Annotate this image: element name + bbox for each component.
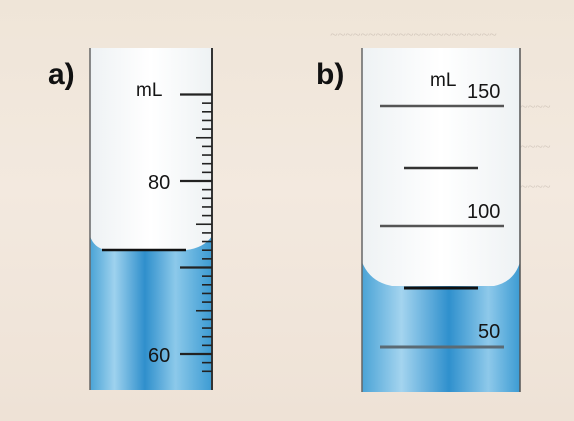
- cylinder-a-liquid: [90, 236, 212, 390]
- cylinder-b-tick-label-100: 100: [467, 201, 500, 223]
- cylinder-b: mL 150 100 50: [361, 48, 521, 392]
- cylinder-b-tick-label-150: 150: [467, 81, 500, 103]
- cylinder-b-unit-label: mL: [430, 70, 456, 91]
- background-text-line: ~~~~~~~~~~~~~~~~~~~~~~: [330, 28, 497, 43]
- panel-a-label: a): [48, 58, 75, 91]
- cylinder-a-tick-label-80: 80: [148, 172, 170, 194]
- cylinder-a-tick-label-60: 60: [148, 345, 170, 367]
- cylinder-a: mL 80 60: [89, 48, 213, 390]
- panel-b-label: b): [316, 58, 345, 91]
- cylinder-a-scale: [180, 93, 212, 373]
- cylinder-a-unit-label: mL: [136, 80, 162, 101]
- cylinder-b-liquid: [362, 262, 520, 392]
- background-text-line: ~~~~: [520, 180, 551, 195]
- cylinder-b-tick-label-50: 50: [478, 321, 500, 343]
- background-text-line: ~~~~: [520, 140, 551, 155]
- background-text-line: ~~~~: [520, 100, 551, 115]
